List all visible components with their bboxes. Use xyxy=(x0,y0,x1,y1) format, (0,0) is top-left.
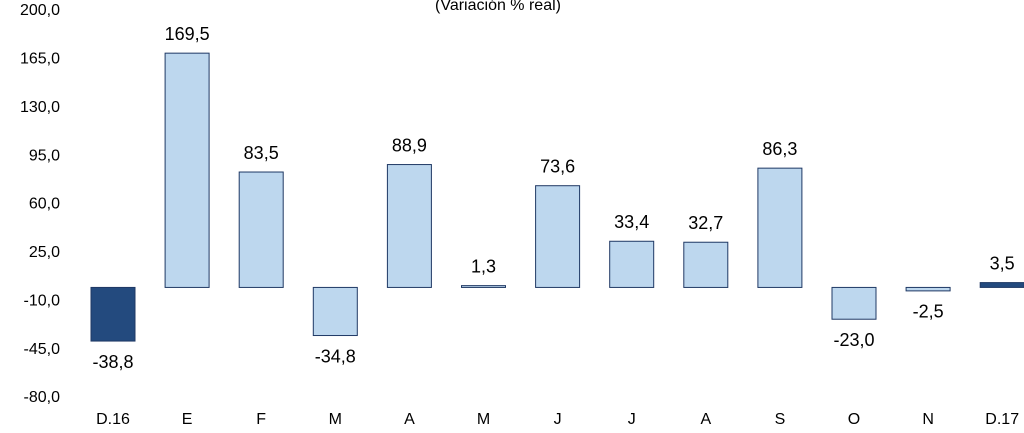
y-tick-label: -10,0 xyxy=(24,292,61,309)
bar xyxy=(461,285,506,288)
x-tick-label: M xyxy=(477,411,490,428)
x-tick-label: D.17 xyxy=(985,411,1019,428)
y-tick-label: 25,0 xyxy=(29,244,60,261)
bar xyxy=(312,286,358,337)
x-tick-label: O xyxy=(848,411,860,428)
y-tick-label: 60,0 xyxy=(29,196,60,213)
value-label: 83,5 xyxy=(244,143,279,163)
value-label: -23,0 xyxy=(833,330,874,350)
bar xyxy=(238,171,284,288)
value-label: 88,9 xyxy=(392,135,427,155)
bar xyxy=(831,286,877,320)
value-label: -34,8 xyxy=(315,346,356,366)
x-tick-label: J xyxy=(628,411,636,428)
x-tick-label: N xyxy=(922,411,934,428)
y-tick-label: 95,0 xyxy=(29,147,60,164)
value-label: 33,4 xyxy=(614,212,649,232)
value-label: -38,8 xyxy=(92,352,133,372)
value-label: 86,3 xyxy=(762,139,797,159)
x-tick-label: D.16 xyxy=(96,411,130,428)
x-tick-label: F xyxy=(256,411,266,428)
x-tick-label: J xyxy=(554,411,562,428)
value-label: 73,6 xyxy=(540,156,575,176)
bar xyxy=(609,240,655,288)
bar xyxy=(535,185,581,288)
bar xyxy=(905,286,951,292)
x-tick-label: A xyxy=(404,411,415,428)
value-label: 32,7 xyxy=(688,213,723,233)
y-tick-label: -80,0 xyxy=(24,389,61,406)
bar xyxy=(757,167,803,288)
value-label: -2,5 xyxy=(913,302,944,322)
x-tick-label: S xyxy=(775,411,786,428)
y-tick-label: 200,0 xyxy=(20,2,60,19)
x-tick-label: A xyxy=(700,411,711,428)
bar xyxy=(386,164,432,288)
x-tick-label: M xyxy=(329,411,342,428)
value-label: 169,5 xyxy=(165,24,210,44)
bar xyxy=(979,282,1024,288)
x-tick-label: E xyxy=(182,411,193,428)
chart-title: (Variación % real) xyxy=(435,0,561,14)
bar xyxy=(164,52,210,288)
value-label: 1,3 xyxy=(471,256,496,276)
y-tick-label: 165,0 xyxy=(20,51,60,68)
y-tick-label: 130,0 xyxy=(20,99,60,116)
bar xyxy=(683,241,729,288)
bar xyxy=(90,286,136,342)
value-label: 3,5 xyxy=(990,253,1015,273)
y-tick-label: -45,0 xyxy=(24,341,61,358)
